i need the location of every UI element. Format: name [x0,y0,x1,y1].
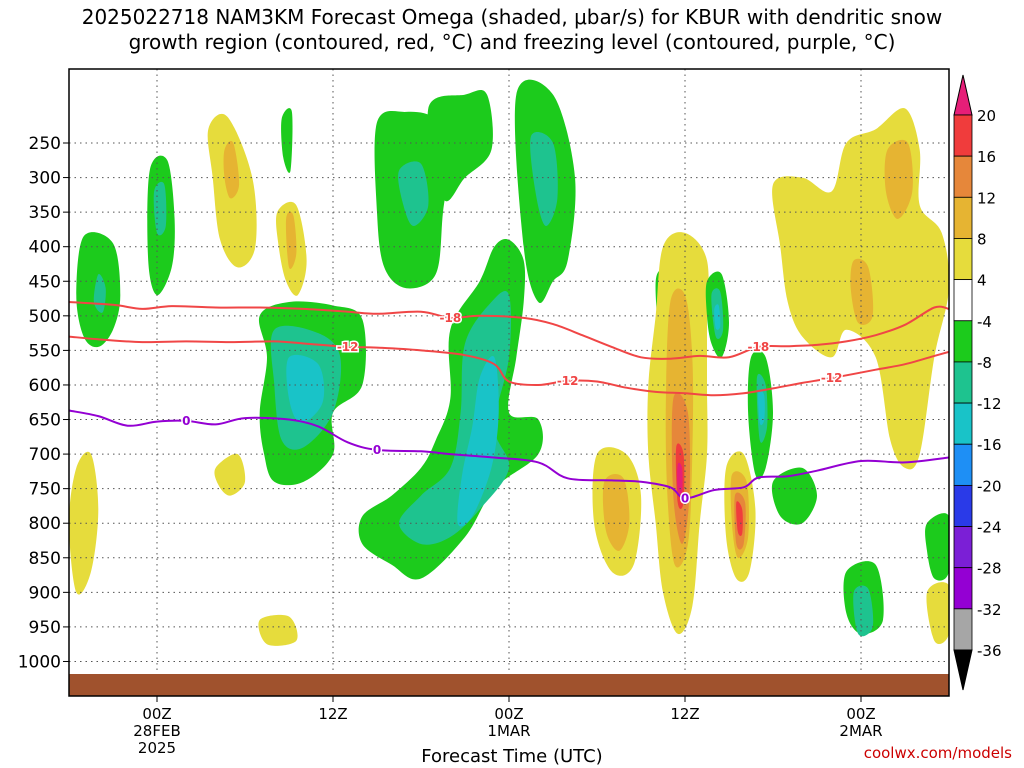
omega-region-29 [736,501,743,536]
colorbar-label: -32 [977,601,1002,619]
omega-region-25 [677,462,683,495]
omega-region-19 [457,356,499,527]
x-tick-label: 00Z [494,705,523,723]
colorbar-bin-11 [953,567,973,610]
colorbar-label: -16 [977,436,1002,454]
x-tick-label: 12Z [318,705,347,723]
x-tick-label: 00Z [846,705,875,723]
chart-title-line-2: growth region (contoured, red, °C) and f… [128,30,896,54]
colorbar-label: 16 [977,148,996,166]
omega-region-37 [850,258,874,325]
chart-title-line-1: 2025022718 NAM3KM Forecast Omega (shaded… [81,5,943,29]
y-tick-label: 1000 [18,652,61,672]
omega-region-47 [258,614,298,646]
contour-label: -18 [439,311,461,325]
contour-label: -18 [747,340,769,354]
omega-region-35 [758,389,765,426]
y-tick-label: 400 [29,238,61,258]
colorbar-label: 4 [977,272,987,290]
colorbar-bin-12 [953,608,973,651]
y-tick-label: 800 [29,514,61,534]
y-tick-label: 650 [29,411,61,431]
omega-region-39 [925,513,949,581]
omega-region-38 [884,139,913,219]
contour-line-1 [69,335,949,397]
omega-region-42 [214,453,246,496]
colorbar-bin-0 [953,114,973,157]
colorbar-label: -28 [977,560,1002,578]
contour-label: 0 [681,491,689,505]
colorbar-label: -24 [977,519,1002,537]
colorbar-bin-5 [953,320,973,363]
contour-label: -12 [821,371,843,385]
omega-region-8 [281,108,293,173]
omega-region-14 [427,89,493,202]
y-tick-label: 550 [29,341,61,361]
y-tick-label: 950 [29,618,61,638]
colorbar-label: 12 [977,189,996,207]
colorbar-bin-9 [953,484,973,527]
y-tick-label: 300 [29,169,61,189]
colorbar-label: -12 [977,395,1002,413]
omega-region-46 [853,585,874,637]
omega-region-41 [69,451,99,595]
x-tick-label: 28FEB [133,722,180,740]
x-tick-label: 1MAR [487,722,530,740]
omega-region-32 [714,304,721,330]
x-tick-label: 2MAR [839,722,882,740]
colorbar-bin-3 [953,238,973,281]
y-tick-label: 600 [29,376,61,396]
omega-region-48 [926,582,949,644]
colorbar-bin-2 [953,196,973,239]
omega-region-3 [153,181,167,236]
omega-region-7 [285,211,297,270]
colorbar-bin-8 [953,443,973,486]
y-tick-label: 500 [29,307,61,327]
y-tick-label: 750 [29,480,61,500]
y-tick-label: 700 [29,445,61,465]
omega-region-44 [602,474,630,551]
colorbar-top-arrow [953,74,973,116]
colorbar-label: -36 [977,642,1002,660]
y-tick-label: 250 [29,134,61,154]
colorbar-bin-7 [953,402,973,445]
credit-text: coolwx.com/models [863,744,1012,762]
contour-line-2 [69,409,949,500]
contour-label: 0 [182,414,190,428]
colorbar-bin-10 [953,526,973,569]
omega-region-16 [530,131,558,227]
contour-line-0 [69,301,949,360]
colorbar-label: 20 [977,107,996,125]
colorbar-label: -4 [977,313,992,331]
x-tick-label: 00Z [142,705,171,723]
colorbar-bin-6 [953,361,973,404]
colorbar-bin-4 [953,279,973,322]
y-tick-label: 450 [29,272,61,292]
colorbar-bottom-arrow [953,649,973,691]
omega-region-11 [286,354,325,424]
colorbar-label: -20 [977,477,1002,495]
colorbar-label: -8 [977,354,992,372]
x-tick-label: 12Z [670,705,699,723]
surface-ground [69,674,949,696]
contour-label: -12 [337,340,359,354]
omega-region-40 [771,467,817,525]
y-tick-label: 350 [29,203,61,223]
contour-label: 0 [373,443,381,457]
x-axis-label: Forecast Time (UTC) [421,746,603,767]
contour-label: -12 [557,374,579,388]
y-tick-label: 900 [29,583,61,603]
colorbar-bin-1 [953,155,973,198]
omega-region-5 [223,140,240,199]
y-tick-label: 850 [29,549,61,569]
colorbar-label: 8 [977,230,987,248]
x-tick-label: 2025 [138,739,176,757]
